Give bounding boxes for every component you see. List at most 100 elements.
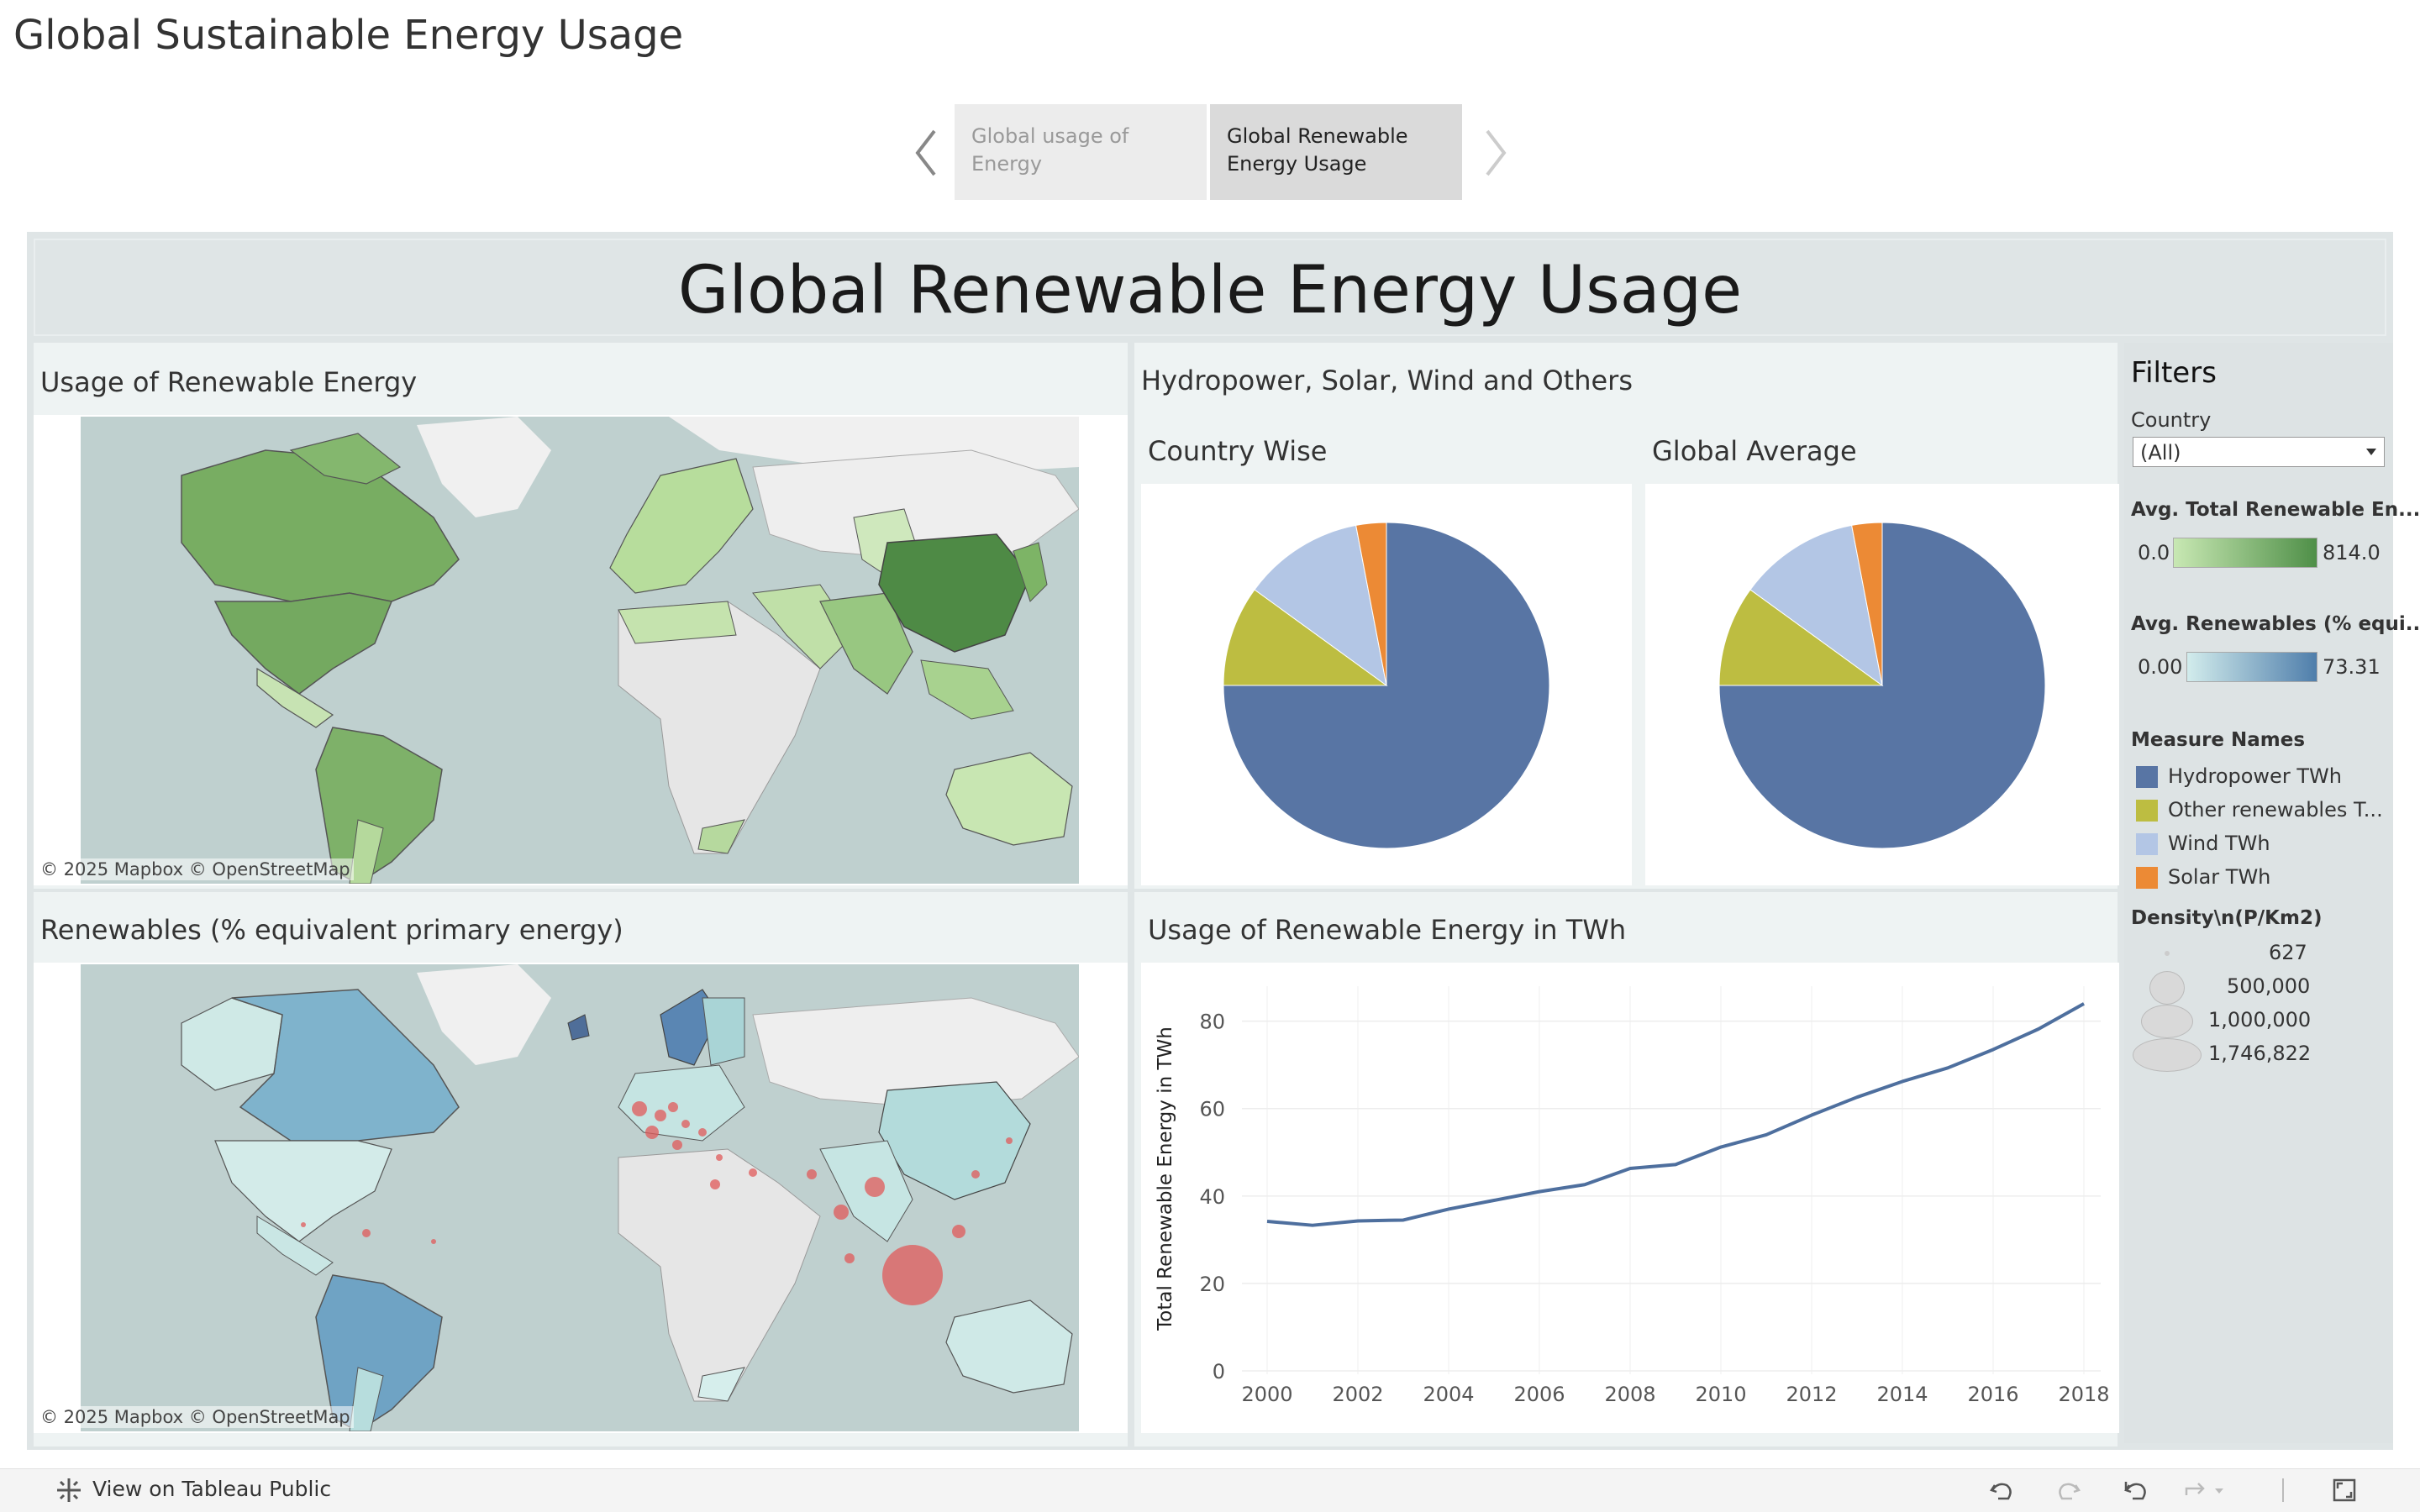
- data-point[interactable]: [1944, 1064, 1951, 1071]
- data-point[interactable]: [2081, 1000, 2087, 1007]
- dashboard-banner: [34, 239, 2386, 336]
- density-legend-label: Density\n(P/Km2): [2131, 907, 2323, 929]
- measure-legend: Hydropower TWh Other renewables T... Win…: [2134, 761, 2386, 895]
- data-point[interactable]: [1536, 1189, 1543, 1195]
- pie1-title: Country Wise: [1148, 435, 1328, 467]
- avg-renew-legend-label: Avg. Renewables (% equi...: [2131, 613, 2420, 635]
- data-point[interactable]: [1854, 1094, 1860, 1100]
- data-point[interactable]: [1355, 1217, 1361, 1224]
- redo-icon[interactable]: [2054, 1475, 2084, 1505]
- avg-renew-min: 0.00: [2138, 655, 2183, 679]
- slice-solar[interactable]: [1355, 522, 1387, 686]
- legend-item-wind[interactable]: Wind TWh: [2134, 828, 2386, 862]
- y-tick-label: 80: [1199, 1011, 1225, 1034]
- filters-title: Filters: [2131, 356, 2217, 390]
- tab-global-usage[interactable]: Global usage of Energy: [955, 104, 1207, 200]
- density-bubbles: [301, 1101, 1013, 1305]
- data-point[interactable]: [1718, 1144, 1724, 1151]
- avg-renew-max: 73.31: [2323, 655, 2381, 679]
- avg-renew-color-ramp: [2186, 652, 2317, 682]
- density-size-marker: [2133, 1038, 2202, 1072]
- pie2-chart[interactable]: [1645, 484, 2119, 885]
- y-tick-label: 20: [1199, 1273, 1225, 1296]
- data-point[interactable]: [1264, 1218, 1270, 1225]
- country-filter-label: Country: [2131, 408, 2212, 432]
- slice-solar[interactable]: [1851, 522, 1883, 686]
- legend-label: Hydropower TWh: [2168, 764, 2342, 788]
- dashboard-title: Global Renewable Energy Usage: [677, 253, 1743, 328]
- data-point[interactable]: [1581, 1181, 1588, 1188]
- series-line-total-renewable[interactable]: [1266, 1002, 2085, 1227]
- slice-hydropower[interactable]: [1223, 522, 1550, 849]
- legend-swatch: [2136, 833, 2158, 855]
- map1-renewable-usage[interactable]: [81, 417, 1079, 884]
- y-tick-label: 60: [1199, 1098, 1225, 1121]
- fullscreen-icon[interactable]: [2329, 1475, 2360, 1505]
- x-tick-label: 2008: [1604, 1383, 1655, 1406]
- density-value: 500,000: [2227, 974, 2311, 998]
- share-icon[interactable]: [2181, 1475, 2232, 1505]
- slice-other-renewables[interactable]: [1223, 589, 1388, 686]
- x-tick-label: 2000: [1241, 1383, 1292, 1406]
- tab-global-renewable[interactable]: Global Renewable Energy Usage: [1210, 104, 1462, 200]
- x-tick-label: 2012: [1786, 1383, 1837, 1406]
- line-chart[interactable]: 0 20 40 60 80 2000 2002 2004 2006 2008 2010 2012 201…: [1141, 963, 2119, 1433]
- slice-wind[interactable]: [1749, 524, 1883, 687]
- data-point[interactable]: [2035, 1026, 2042, 1032]
- legend-label: Solar TWh: [2168, 865, 2271, 889]
- slice-wind[interactable]: [1254, 524, 1387, 687]
- measure-names-label: Measure Names: [2131, 729, 2306, 751]
- legend-swatch: [2136, 800, 2158, 822]
- pie1-chart[interactable]: [1141, 484, 1632, 885]
- map2-renewables-share[interactable]: [81, 964, 1079, 1431]
- x-tick-label: 2018: [2058, 1383, 2109, 1406]
- slice-hydropower[interactable]: [1718, 522, 2046, 849]
- legend-swatch: [2136, 867, 2158, 889]
- footer-toolbar: [0, 1468, 2420, 1512]
- avg-total-color-ramp: [2173, 538, 2317, 568]
- data-point[interactable]: [1808, 1112, 1815, 1119]
- x-tick-label: 2014: [1876, 1383, 1928, 1406]
- line-frame: 0 20 40 60 80 2000 2002 2004 2006 2008 2010 2012 201…: [1141, 963, 2119, 1433]
- data-point[interactable]: [1990, 1046, 1996, 1053]
- data-point[interactable]: [1672, 1161, 1679, 1168]
- x-tick-label: 2006: [1513, 1383, 1565, 1406]
- line-title: Usage of Renewable Energy in TWh: [1148, 914, 1627, 946]
- y-tick-label: 0: [1213, 1360, 1225, 1383]
- pie2-title: Global Average: [1652, 435, 1857, 467]
- data-point[interactable]: [1445, 1205, 1452, 1212]
- pie2-frame: [1645, 484, 2119, 885]
- data-point[interactable]: [1309, 1222, 1316, 1229]
- x-tick-label: 2004: [1423, 1383, 1474, 1406]
- data-point[interactable]: [1400, 1216, 1407, 1223]
- y-axis-label: Total Renewable Energy in TWh: [1155, 1026, 1176, 1331]
- x-tick-label: 2016: [1967, 1383, 2018, 1406]
- data-point[interactable]: [1899, 1078, 1906, 1084]
- data-point[interactable]: [1763, 1131, 1770, 1138]
- prev-story-arrow-icon[interactable]: [911, 126, 944, 180]
- density-value: 1,746,822: [2208, 1042, 2312, 1065]
- legend-item-other[interactable]: Other renewables T...: [2134, 795, 2386, 828]
- data-point[interactable]: [1627, 1165, 1634, 1172]
- undo-icon[interactable]: [1986, 1475, 2017, 1505]
- pie1-frame: [1141, 484, 1632, 885]
- x-tick-label: 2010: [1695, 1383, 1746, 1406]
- next-story-arrow-icon[interactable]: [1477, 126, 1511, 180]
- country-filter-dropdown[interactable]: (All): [2133, 437, 2385, 467]
- legend-item-solar[interactable]: Solar TWh: [2134, 862, 2386, 895]
- legend-item-hydro[interactable]: Hydropower TWh: [2134, 761, 2386, 795]
- revert-icon[interactable]: [2121, 1475, 2151, 1505]
- avg-total-min: 0.0: [2138, 541, 2170, 564]
- legend-swatch: [2136, 766, 2158, 788]
- x-tick-label: 2002: [1332, 1383, 1383, 1406]
- density-size-marker-small: [2165, 951, 2170, 956]
- pies-section-title: Hydropower, Solar, Wind and Others: [1141, 365, 1633, 396]
- density-size-marker: [2149, 971, 2185, 1005]
- country-filter-value: (All): [2140, 441, 2181, 465]
- story-title: Global Sustainable Energy Usage: [13, 12, 684, 59]
- data-point[interactable]: [1491, 1197, 1497, 1204]
- view-on-tableau-link[interactable]: View on Tableau Public: [92, 1477, 332, 1501]
- filters-panel: [2124, 343, 2393, 1443]
- slice-other-renewables[interactable]: [1718, 589, 1884, 686]
- density-value: 1,000,000: [2208, 1008, 2312, 1032]
